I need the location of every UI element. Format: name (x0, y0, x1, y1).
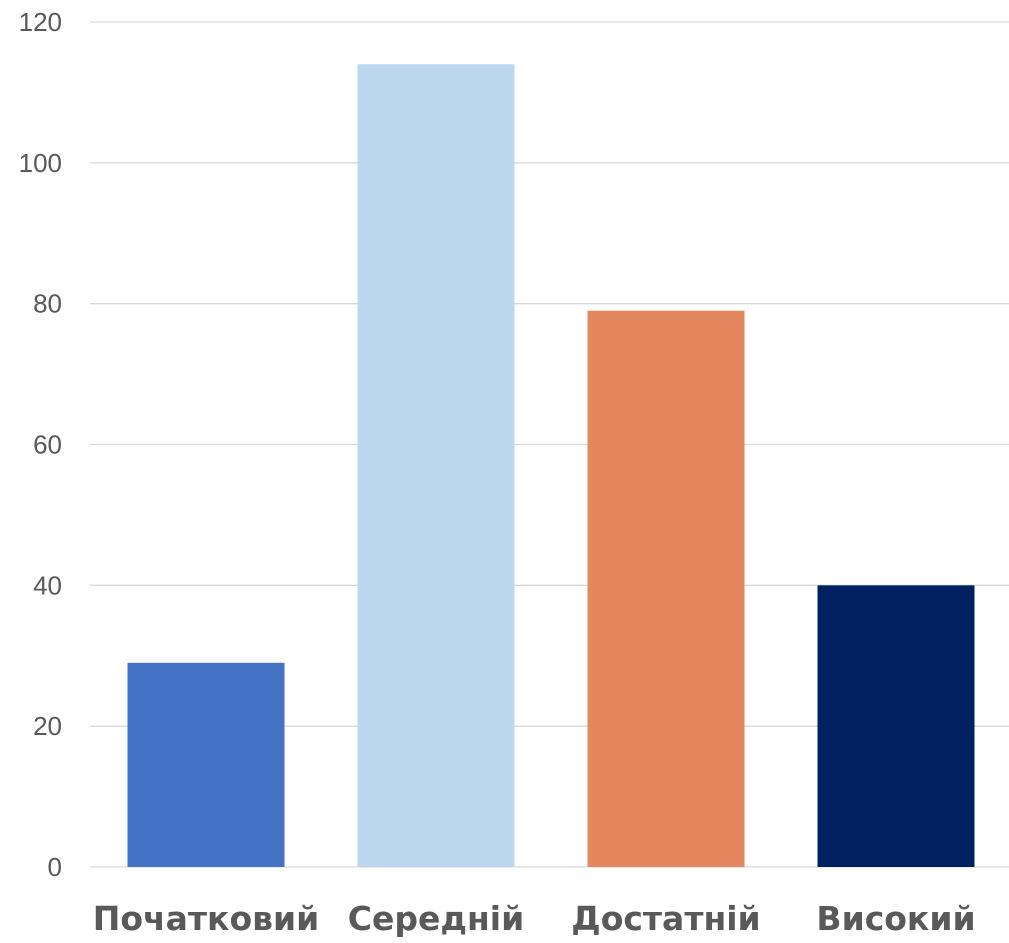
bar (817, 585, 975, 867)
bar (587, 310, 745, 867)
bar (127, 662, 285, 867)
y-axis-tick-labels: 0 20 40 60 80 100 120 (19, 7, 62, 882)
bar (357, 64, 515, 867)
x-category-label: Середній (348, 899, 525, 938)
x-axis-category-labels: Початковий Середній Достатній Високий (93, 899, 976, 938)
x-category-label: Початковий (93, 899, 320, 938)
bars (127, 64, 975, 867)
x-category-label: Високий (816, 899, 975, 938)
y-tick-label: 40 (33, 570, 62, 600)
y-tick-label: 20 (33, 711, 62, 741)
y-tick-label: 60 (33, 430, 62, 460)
y-tick-label: 120 (19, 7, 62, 37)
y-tick-label: 100 (19, 148, 62, 178)
y-tick-label: 80 (33, 289, 62, 319)
x-category-label: Достатній (571, 899, 760, 938)
y-tick-label: 0 (48, 852, 62, 882)
